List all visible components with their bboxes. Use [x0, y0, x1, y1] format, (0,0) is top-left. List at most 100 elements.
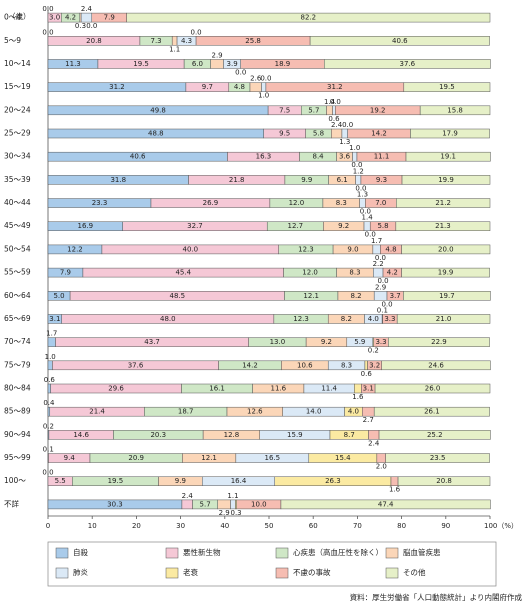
y-tick-label: 75～79 [4, 360, 31, 369]
data-label: 0.0 [351, 161, 362, 169]
data-label: 10.0 [251, 500, 267, 508]
data-label: 16.1 [209, 385, 225, 393]
data-label: 19.1 [440, 153, 456, 161]
data-label: 2.9 [375, 283, 386, 291]
data-label: 0.0 [42, 28, 53, 36]
data-label: 19.5 [108, 477, 124, 485]
data-label: 23.5 [430, 454, 446, 462]
data-label: 1.7 [46, 330, 57, 338]
y-tick-label: 100～ [4, 476, 26, 485]
legend-swatch [55, 547, 69, 559]
data-label: 12.6 [247, 408, 263, 416]
data-label: 21.4 [89, 408, 105, 416]
data-label: 2.4 [182, 492, 194, 500]
data-label: 9.0 [347, 245, 358, 253]
data-label: 15.9 [287, 431, 303, 439]
data-label: 31.8 [110, 176, 126, 184]
bar-segment [47, 383, 51, 394]
data-label: 14.6 [73, 431, 89, 439]
bar-segment [362, 406, 375, 417]
legend-label: 脳血管疾患 [403, 547, 441, 557]
data-label: 5.7 [200, 500, 211, 508]
bar-segment [126, 12, 491, 23]
x-tick-label: 10 [88, 522, 97, 530]
data-label: 7.5 [279, 106, 290, 114]
y-tick-label: 30～34 [4, 152, 31, 161]
data-label: 0.0 [342, 121, 353, 129]
data-label: 1.7 [371, 237, 382, 245]
data-label: 8.3 [341, 361, 352, 369]
bar-segment [373, 267, 384, 278]
data-label: 37.6 [400, 60, 416, 68]
bar-segment [364, 360, 368, 371]
y-tick-label: 85～89 [4, 407, 31, 416]
data-label: 3.2 [369, 361, 380, 369]
data-label: 22.9 [431, 338, 447, 346]
data-label: 15.4 [335, 454, 351, 462]
data-label: 2.9 [211, 51, 222, 59]
y-tick-label: 45～49 [4, 221, 31, 230]
legend-label: 不慮の事故 [293, 567, 331, 577]
data-label: 49.8 [150, 106, 166, 114]
data-label: 0.0 [86, 22, 97, 30]
data-label: 15.8 [447, 106, 463, 114]
data-label: 0.3 [231, 509, 242, 517]
bar-segment [372, 244, 381, 255]
bar-segment [401, 244, 491, 255]
data-label: 9.2 [338, 222, 349, 230]
data-label: 6.0 [192, 60, 203, 68]
y-tick-label: 95～99 [4, 453, 31, 462]
data-label: 4.8 [385, 245, 396, 253]
data-label: 45.4 [175, 269, 191, 277]
data-label: 0.0 [330, 98, 341, 106]
x-tick-label: 100（%） [484, 522, 518, 530]
data-label: 1.0 [349, 144, 360, 152]
data-label: 14.2 [242, 361, 258, 369]
bar-segment [368, 430, 380, 440]
x-tick-label: 90 [441, 522, 450, 530]
data-label: 31.2 [109, 83, 125, 91]
legend-swatch [165, 567, 179, 579]
data-label: 20.8 [86, 37, 102, 45]
data-label: 16.9 [78, 222, 94, 230]
data-label: 20.0 [438, 245, 454, 253]
data-label: 11.6 [270, 385, 286, 393]
data-label: 0.6 [44, 376, 56, 384]
data-label: 5.8 [313, 130, 324, 138]
data-label: 12.1 [201, 454, 217, 462]
data-label: 0.1 [377, 306, 388, 314]
data-label: 1.4 [362, 214, 374, 222]
data-label: 19.9 [438, 269, 454, 277]
bar-segment [332, 105, 336, 116]
data-label: 9.4 [64, 454, 76, 462]
data-label: 11.3 [65, 60, 81, 68]
data-label: 0.0 [190, 28, 201, 36]
bar-segment [309, 36, 490, 46]
legend-swatch [385, 567, 399, 579]
bar-segment [230, 499, 236, 510]
x-tick-label: 0 [46, 522, 50, 530]
data-label: 19.5 [439, 83, 455, 91]
y-tick-label: 60～64 [4, 291, 31, 300]
data-label: 19.7 [439, 292, 455, 300]
y-tick-label: 80～84 [4, 384, 31, 393]
bar-segment [403, 291, 491, 301]
data-label: 3.9 [227, 60, 238, 68]
data-label: 1.0 [45, 353, 56, 361]
data-label: 1.2 [353, 167, 364, 175]
bar-segment [363, 221, 371, 231]
legend-swatch [275, 567, 289, 579]
data-label: 16.5 [265, 454, 281, 462]
data-label: 2.4 [81, 5, 93, 13]
bar-segment [341, 128, 348, 139]
y-tick-label: 70～74 [4, 337, 31, 346]
data-label: 32.7 [187, 222, 203, 230]
bar-segment [388, 337, 490, 347]
bar-segment [376, 453, 386, 463]
data-label: 16.3 [256, 153, 272, 161]
bar-segment [401, 175, 491, 185]
data-label: 47.4 [378, 500, 394, 508]
data-label: 26.1 [424, 408, 440, 416]
data-label: 20.3 [150, 431, 166, 439]
